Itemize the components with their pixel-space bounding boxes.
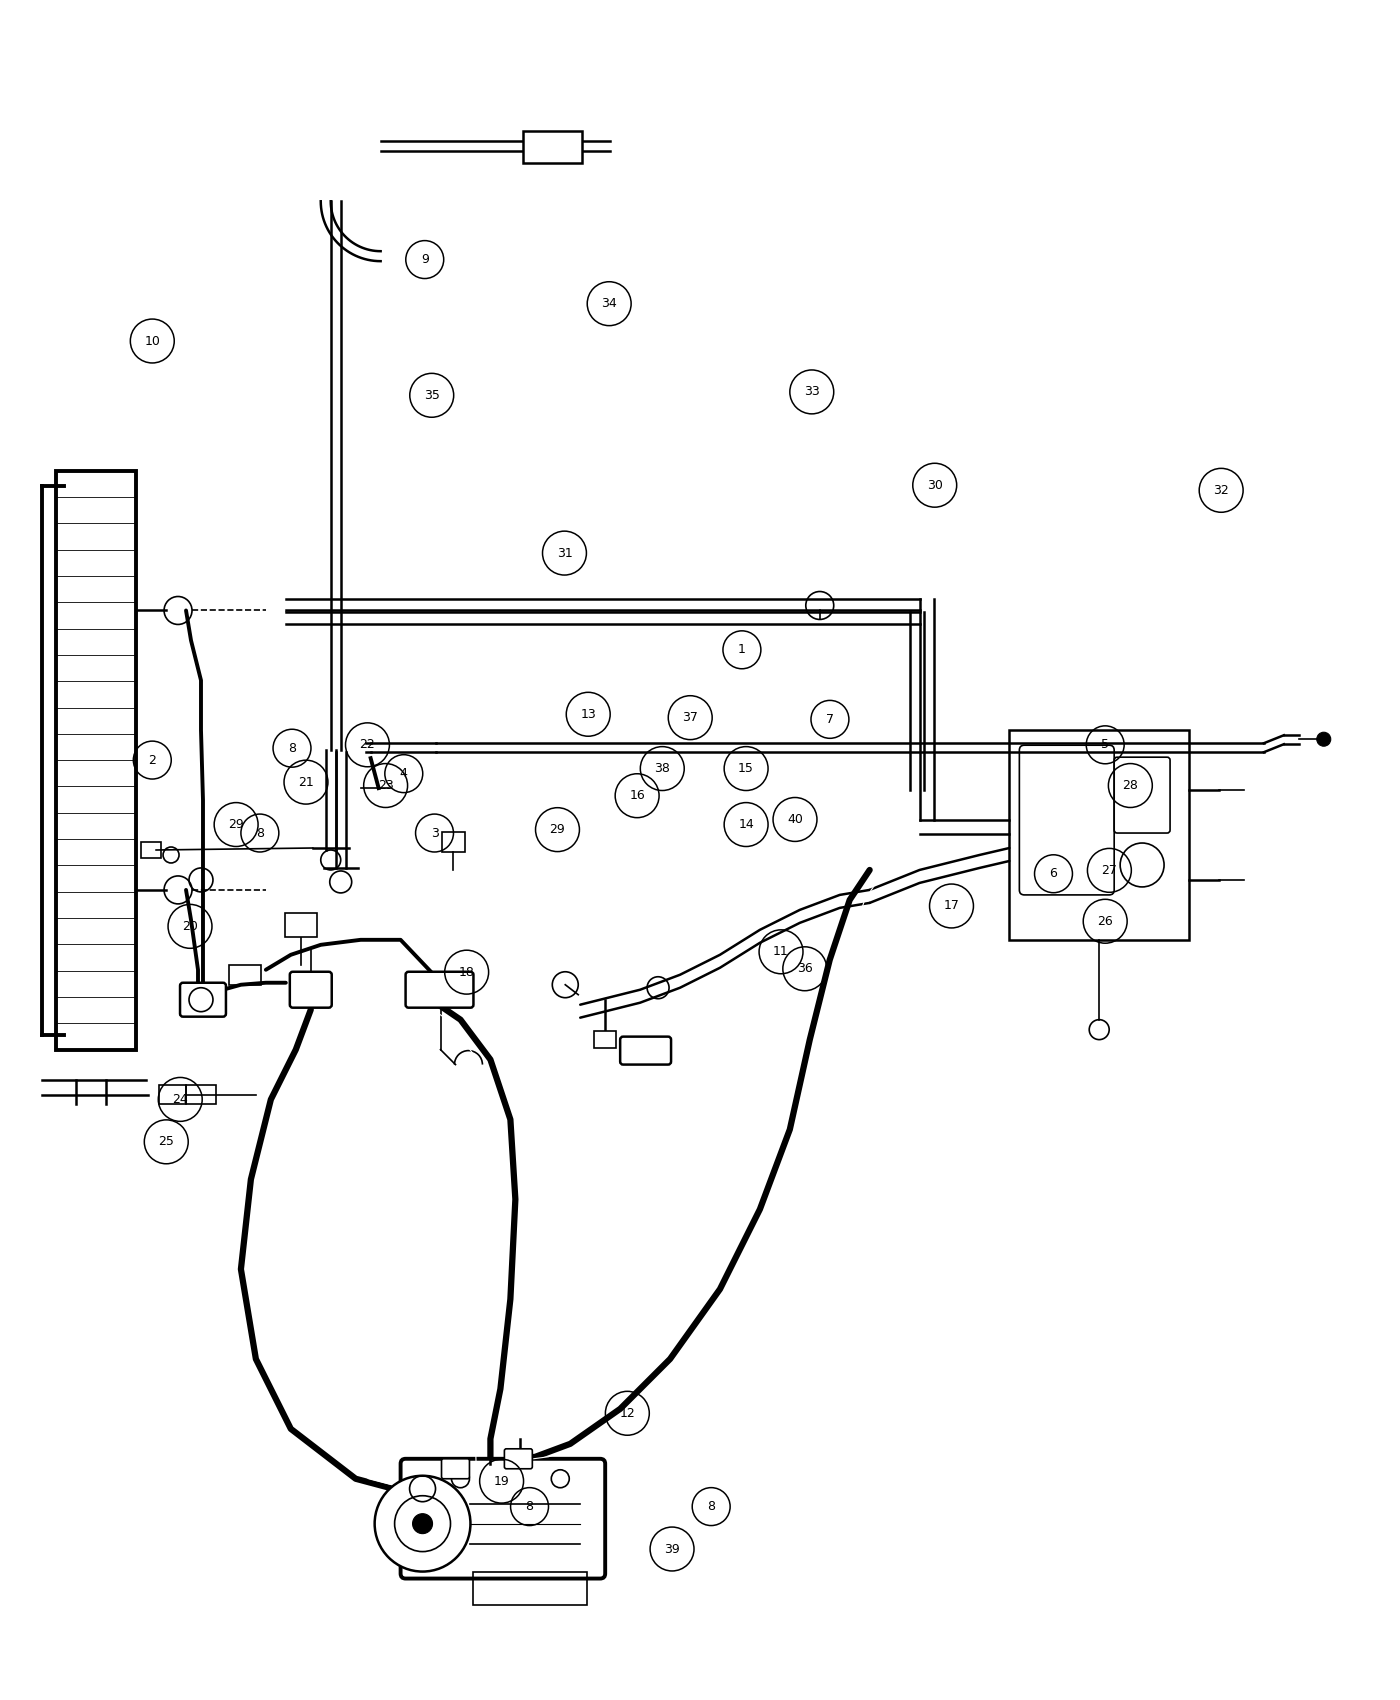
Text: 4: 4: [400, 767, 407, 780]
FancyBboxPatch shape: [620, 1037, 671, 1064]
FancyBboxPatch shape: [441, 1459, 469, 1479]
Text: 7: 7: [826, 712, 834, 726]
Text: 29: 29: [228, 818, 244, 831]
Text: 23: 23: [378, 779, 393, 792]
Circle shape: [375, 1476, 470, 1571]
Text: 3: 3: [431, 826, 438, 840]
Text: 16: 16: [629, 789, 645, 802]
Text: 35: 35: [424, 389, 440, 401]
Text: 28: 28: [1123, 779, 1138, 792]
Text: 30: 30: [927, 479, 942, 491]
Text: 24: 24: [172, 1093, 188, 1107]
Text: 18: 18: [459, 966, 475, 979]
Text: 38: 38: [654, 762, 671, 775]
Text: 26: 26: [1098, 915, 1113, 928]
Text: 8: 8: [256, 826, 263, 840]
Text: 20: 20: [182, 920, 197, 933]
Circle shape: [552, 1470, 570, 1488]
FancyBboxPatch shape: [290, 972, 332, 1008]
Circle shape: [451, 1470, 469, 1488]
Text: 8: 8: [288, 741, 295, 755]
Text: 40: 40: [787, 813, 804, 826]
Text: 21: 21: [298, 775, 314, 789]
Text: 34: 34: [602, 298, 617, 309]
Text: 1: 1: [738, 643, 746, 656]
Text: 6: 6: [1050, 867, 1057, 881]
Text: 11: 11: [773, 945, 790, 959]
Text: 17: 17: [944, 899, 959, 913]
Text: 8: 8: [525, 1499, 533, 1513]
Circle shape: [413, 1513, 433, 1533]
Text: 32: 32: [1214, 484, 1229, 496]
FancyBboxPatch shape: [400, 1459, 605, 1579]
Text: 33: 33: [804, 386, 819, 398]
Text: 14: 14: [738, 818, 755, 831]
Text: 22: 22: [360, 738, 375, 751]
Text: 9: 9: [421, 253, 428, 267]
Text: 8: 8: [707, 1499, 715, 1513]
Text: 13: 13: [581, 707, 596, 721]
FancyBboxPatch shape: [284, 913, 316, 937]
Text: 2: 2: [148, 753, 157, 767]
Text: 25: 25: [158, 1136, 174, 1148]
Text: 39: 39: [664, 1542, 680, 1556]
Text: 31: 31: [557, 547, 573, 559]
Text: 27: 27: [1102, 864, 1117, 877]
Text: 29: 29: [550, 823, 566, 836]
FancyBboxPatch shape: [406, 972, 473, 1008]
FancyBboxPatch shape: [524, 131, 582, 163]
Text: 37: 37: [682, 711, 699, 724]
Text: 15: 15: [738, 762, 755, 775]
Circle shape: [1317, 733, 1331, 746]
FancyBboxPatch shape: [181, 983, 225, 1017]
Text: 5: 5: [1102, 738, 1109, 751]
FancyBboxPatch shape: [594, 1030, 616, 1047]
Text: 12: 12: [619, 1408, 636, 1420]
FancyBboxPatch shape: [504, 1448, 532, 1469]
Text: 10: 10: [144, 335, 160, 347]
Text: 19: 19: [494, 1474, 510, 1488]
Text: 36: 36: [797, 962, 812, 976]
